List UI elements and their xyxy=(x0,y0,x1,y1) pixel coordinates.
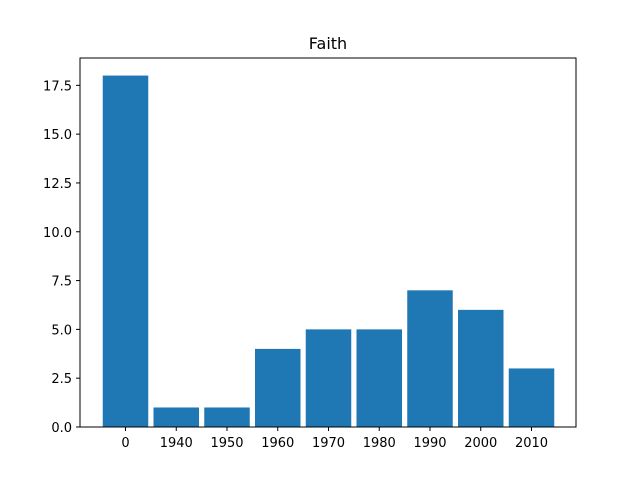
y-tick-label-7.5: 7.5 xyxy=(51,275,72,290)
bar-1950 xyxy=(204,407,250,427)
bar-1960 xyxy=(255,348,301,427)
x-tick-label-1950: 1950 xyxy=(210,436,243,451)
bar-0 xyxy=(102,75,149,427)
y-tick-label-2.5: 2.5 xyxy=(51,372,72,387)
x-tick-label-1990: 1990 xyxy=(413,436,446,451)
bar-1990 xyxy=(407,290,453,427)
chart-title: Faith xyxy=(309,34,347,53)
y-tick-label-0.0: 0.0 xyxy=(51,421,72,436)
x-tick-label-1940: 1940 xyxy=(160,436,193,451)
bar-1980 xyxy=(356,329,402,427)
x-tick-label-1980: 1980 xyxy=(363,436,396,451)
x-tick-label-1960: 1960 xyxy=(261,436,294,451)
plot-frame xyxy=(79,57,577,428)
y-axis: 0.0 2.5 5.0 7.5 10.0 12.5 15.0 17.5 xyxy=(43,79,80,436)
bar-2010 xyxy=(508,368,555,427)
y-tick-label-17.5: 17.5 xyxy=(43,79,72,94)
bar-2000 xyxy=(458,309,504,427)
y-tick-label-12.5: 12.5 xyxy=(43,177,72,192)
bars-group xyxy=(102,75,555,427)
y-tick-label-10.0: 10.0 xyxy=(43,226,72,241)
y-tick-label-15.0: 15.0 xyxy=(43,128,72,143)
x-tick-label-0: 0 xyxy=(121,436,129,451)
bar-1940 xyxy=(153,407,199,427)
x-tick-label-1970: 1970 xyxy=(312,436,345,451)
x-tick-label-2010: 2010 xyxy=(515,436,548,451)
y-tick-label-5.0: 5.0 xyxy=(51,323,72,338)
x-axis: 0 1940 1950 1960 1970 1980 1990 2000 2010 xyxy=(121,427,548,451)
x-tick-label-2000: 2000 xyxy=(464,436,497,451)
bar-1970 xyxy=(305,329,352,427)
